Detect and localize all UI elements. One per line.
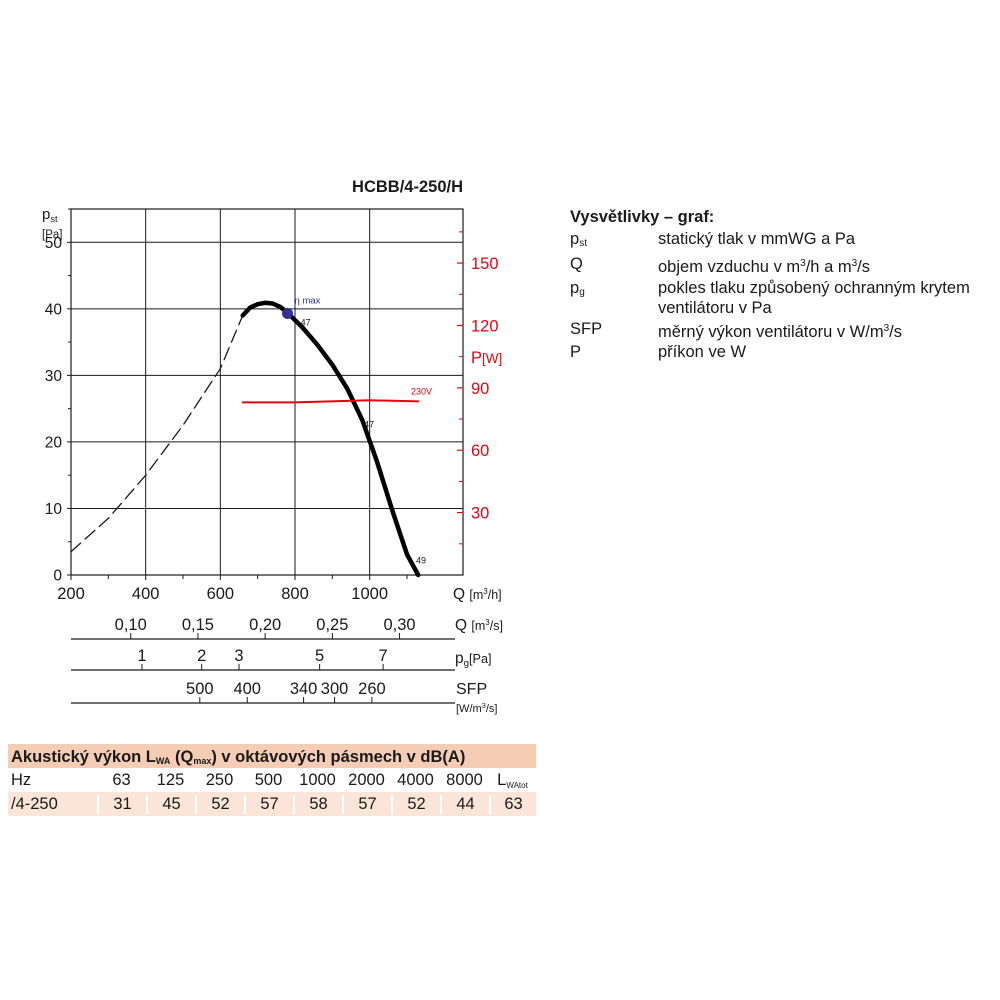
efficiency-label: 47: [301, 317, 311, 327]
y2-tick-label: 90: [471, 380, 489, 398]
data-cell: 57: [244, 794, 293, 814]
scale-tick-label: 0,30: [383, 616, 415, 634]
header-total: LWAtot: [497, 770, 528, 790]
secondary-scales: 0,10 0,15 0,20 0,25 0,30 1 2 3 5 7 500 400 340 300 260…: [71, 616, 503, 715]
scale-tick-label: 400: [233, 680, 261, 698]
x-tick-label: 200: [57, 585, 85, 603]
legend-symbol: P: [570, 343, 582, 361]
y-tick-label: 50: [45, 235, 63, 252]
y-tick-label: 40: [45, 301, 63, 318]
legend-symbol: Q: [570, 255, 583, 273]
header-cell: 8000: [446, 770, 483, 789]
header-cell: 2000: [348, 770, 385, 789]
eta-max-label: η max: [295, 295, 321, 306]
y-axis-unit: [Pa]: [42, 229, 62, 241]
legend-item-p: P příkon ve W: [570, 342, 995, 363]
y-tick-label: 20: [45, 434, 63, 451]
y2-tick-label: 120: [471, 317, 499, 335]
scale-tick-label: 0,10: [115, 616, 147, 634]
series-label-230v: 230V: [411, 386, 432, 396]
series-pressure-unstable-line: [70, 314, 244, 553]
header-label: Hz: [11, 770, 32, 789]
scale-tick-label: 340: [290, 680, 318, 698]
plot-frame: [70, 208, 464, 576]
y-tick-label: 30: [45, 368, 63, 385]
header-cell: 500: [254, 770, 283, 789]
legend-description: příkon ve W: [658, 343, 747, 361]
data-total: 63: [489, 794, 536, 814]
scale-tick-label: 7: [379, 647, 388, 665]
scale-tick-label: 5: [315, 647, 324, 665]
acoustic-data-row: /4-250 31 45 52 57 58 57 52 44 63: [8, 792, 536, 816]
chart-grid: [70, 208, 464, 576]
scale-tick-label: 260: [358, 680, 386, 698]
x-tick-label: 800: [281, 585, 309, 603]
scale-label-sfp: SFP: [456, 681, 487, 698]
scale-tick-label: 300: [321, 680, 349, 698]
scale-tick-label: 0,25: [316, 616, 348, 634]
chart-annotations: 230V η max 47 47 49: [282, 295, 432, 566]
legend-description: měrný výkon ventilátoru v W/m3/s: [658, 322, 902, 341]
chart-title: HCBB/4-250/H: [352, 178, 463, 196]
header-cell: 4000: [397, 770, 434, 789]
data-cell: 45: [146, 794, 195, 814]
scale-tick-label: 0,20: [249, 616, 281, 634]
y2-tick-label: 150: [471, 255, 499, 273]
chart-axes: 0 10 20 30 40 50 pst [Pa] 30 60 90 120 150 P[W] 200 400…: [42, 206, 502, 603]
data-cell: 58: [293, 794, 342, 814]
legend-item-pst: pst statický tlak v mmWG a Pa: [570, 229, 995, 255]
row-label: /4-250: [11, 794, 58, 813]
scale-tick-label: 500: [186, 680, 214, 698]
legend-item-q: Q objem vzduchu v m3/h a m3/s: [570, 254, 995, 278]
data-cell: 52: [195, 794, 244, 814]
acoustic-header-row: Hz 63 125 250 500 1000 2000 4000 8000 LW…: [8, 768, 536, 792]
legend-description: statický tlak v mmWG a Pa: [658, 229, 856, 248]
header-cell: 1000: [299, 770, 336, 789]
chart-series: [70, 300, 421, 578]
chart-legend: Vysvětlivky – graf: pst statický tlak v …: [570, 207, 995, 363]
x-tick-label: 1000: [351, 585, 388, 603]
y-tick-label: 0: [53, 568, 62, 585]
series-pressure-line: [240, 300, 421, 578]
y2-axis-label: P[W]: [471, 349, 502, 367]
y-axis-label: pst: [42, 206, 58, 224]
scale-tick-label: 3: [234, 647, 243, 665]
legend-symbol: pg: [570, 278, 585, 298]
legend-symbol: SFP: [570, 319, 603, 338]
series-power-line: [241, 399, 420, 404]
legend-description: pokles tlaku způsobený ochranným krytem …: [658, 278, 970, 318]
acoustic-power-table: Akustický výkon LWA (Qmax) v oktávových …: [8, 744, 536, 816]
x-tick-label: 400: [132, 585, 160, 603]
data-cell: 44: [440, 794, 489, 814]
scale-unit-sfp: [W/m3/s]: [456, 701, 497, 715]
data-cell: 31: [97, 794, 146, 814]
header-cell: 63: [112, 770, 131, 789]
data-cell: 52: [391, 794, 440, 814]
legend-symbol: pst: [570, 229, 587, 249]
y-tick-label: 10: [45, 501, 63, 518]
acoustic-table-title: Akustický výkon LWA (Qmax) v oktávových …: [8, 744, 536, 768]
scale-tick-label: 1: [137, 647, 146, 665]
scale-label-pg: pg[Pa]: [455, 650, 492, 669]
legend-item-sfp: SFP měrný výkon ventilátoru v W/m3/s: [570, 319, 995, 343]
y2-tick-label: 30: [471, 505, 489, 523]
legend-item-pg: pg pokles tlaku způsobený ochranným kryt…: [570, 278, 995, 319]
data-cell: 57: [342, 794, 391, 814]
y2-tick-label: 60: [471, 442, 489, 460]
eta-max-marker: [282, 307, 294, 319]
scale-label-qms: Q [m3/s]: [455, 617, 503, 634]
legend-title: Vysvětlivky – graf:: [570, 208, 715, 226]
fan-performance-chart: 0 10 20 30 40 50 pst [Pa] 30 60 90 120 150 P[W] 200 400…: [42, 178, 503, 715]
x-tick-label: 600: [207, 585, 235, 603]
efficiency-label: 49: [416, 556, 426, 566]
scale-tick-label: 0,15: [182, 616, 214, 634]
scale-tick-label: 2: [197, 647, 206, 665]
x-axis-label: Q [m3/h]: [453, 586, 502, 603]
legend-description: objem vzduchu v m3/h a m3/s: [658, 258, 870, 276]
header-cell: 250: [205, 770, 234, 789]
header-cell: 125: [156, 770, 185, 789]
efficiency-label: 47: [364, 419, 374, 429]
